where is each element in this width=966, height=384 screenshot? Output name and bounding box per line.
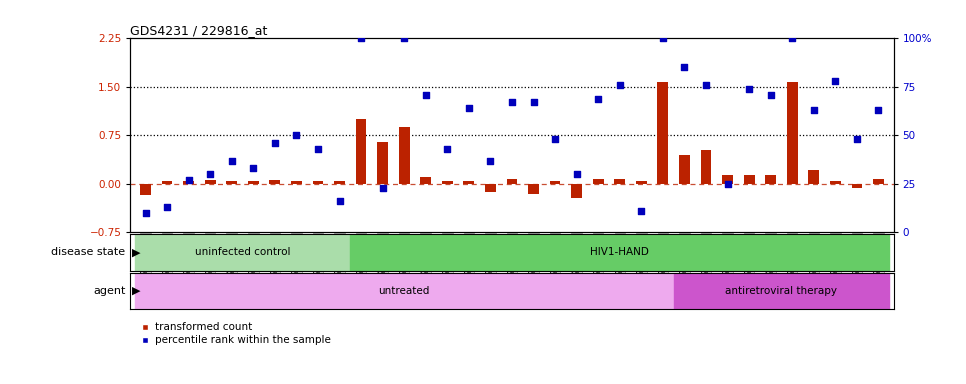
Bar — [809, 170, 819, 184]
Bar — [399, 127, 410, 184]
Bar — [528, 184, 539, 194]
Point — [806, 107, 821, 113]
Bar — [464, 180, 474, 184]
Text: HIV1-HAND: HIV1-HAND — [590, 247, 649, 258]
Bar — [270, 180, 280, 184]
Bar — [134, 273, 673, 309]
Bar — [679, 156, 690, 184]
Text: untreated: untreated — [379, 286, 430, 296]
Point — [461, 105, 476, 111]
Point — [310, 146, 326, 152]
Point — [526, 99, 541, 106]
Bar — [313, 181, 324, 184]
Point — [440, 146, 455, 152]
Point — [181, 177, 196, 183]
Bar — [658, 82, 668, 184]
Bar — [140, 184, 151, 195]
Point — [763, 91, 779, 98]
Bar — [614, 179, 625, 184]
Bar — [355, 119, 366, 184]
Bar — [485, 184, 496, 192]
Bar — [571, 184, 582, 198]
Bar — [765, 175, 776, 184]
Point — [612, 82, 628, 88]
Bar — [851, 184, 863, 189]
Point — [720, 181, 735, 187]
Text: agent: agent — [93, 286, 126, 296]
Bar — [506, 179, 518, 184]
Bar — [226, 181, 237, 184]
Text: ▶: ▶ — [132, 247, 141, 258]
Point — [634, 208, 649, 214]
Text: uninfected control: uninfected control — [195, 247, 290, 258]
Bar — [248, 181, 259, 184]
Bar — [291, 181, 301, 184]
Bar — [744, 175, 754, 184]
Bar — [673, 273, 890, 309]
Point — [224, 157, 240, 164]
Point — [870, 107, 886, 113]
Bar — [873, 179, 884, 184]
Point — [504, 99, 520, 106]
Point — [677, 65, 693, 71]
Bar — [700, 150, 711, 184]
Bar — [161, 181, 173, 184]
Legend: transformed count, percentile rank within the sample: transformed count, percentile rank withi… — [135, 318, 335, 349]
Bar — [184, 181, 194, 184]
Point — [698, 82, 714, 88]
Bar — [593, 179, 604, 184]
Text: antiretroviral therapy: antiretroviral therapy — [725, 286, 838, 296]
Point — [849, 136, 865, 142]
Point — [138, 210, 154, 216]
Point — [483, 157, 498, 164]
Bar — [378, 142, 388, 184]
Point — [655, 35, 670, 41]
Point — [245, 165, 261, 171]
Point — [548, 136, 563, 142]
Bar — [830, 181, 840, 184]
Point — [590, 96, 606, 102]
Bar — [723, 175, 733, 184]
Bar — [134, 234, 351, 271]
Bar — [787, 82, 798, 184]
Bar — [441, 181, 453, 184]
Point — [828, 78, 843, 84]
Bar — [420, 177, 431, 184]
Bar — [550, 180, 560, 184]
Point — [741, 86, 756, 92]
Point — [159, 204, 175, 210]
Text: ▶: ▶ — [132, 286, 141, 296]
Point — [569, 171, 584, 177]
Text: GDS4231 / 229816_at: GDS4231 / 229816_at — [130, 24, 268, 37]
Point — [396, 35, 412, 41]
Point — [268, 140, 283, 146]
Point — [784, 35, 800, 41]
Point — [354, 35, 369, 41]
Bar — [334, 181, 345, 184]
Point — [289, 132, 304, 139]
Bar — [636, 181, 646, 184]
Text: disease state: disease state — [51, 247, 126, 258]
Point — [203, 171, 218, 177]
Bar — [205, 180, 215, 184]
Point — [331, 198, 347, 204]
Point — [375, 185, 390, 191]
Bar — [351, 234, 890, 271]
Point — [418, 91, 434, 98]
